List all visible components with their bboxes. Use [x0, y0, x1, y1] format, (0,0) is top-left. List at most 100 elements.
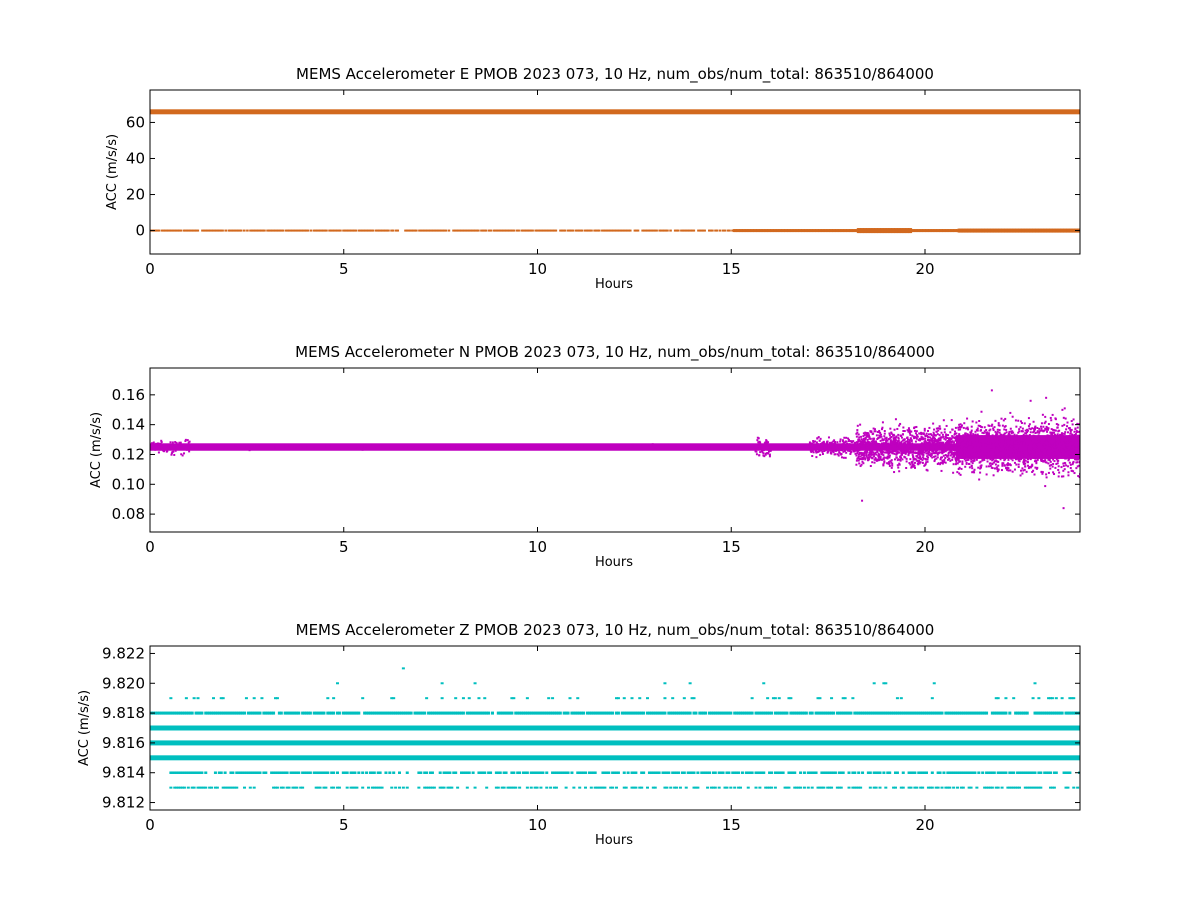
point: [262, 771, 266, 774]
point: [576, 229, 579, 232]
point: [954, 229, 958, 233]
point: [914, 448, 917, 451]
point: [198, 786, 202, 789]
point: [832, 771, 835, 774]
point: [986, 431, 989, 434]
point: [374, 786, 378, 789]
point: [332, 771, 336, 774]
point: [1050, 463, 1053, 466]
point: [214, 445, 217, 448]
point: [737, 771, 741, 774]
point: [709, 711, 713, 715]
xtick-label: 0: [145, 260, 155, 278]
point: [227, 786, 231, 789]
point: [935, 449, 938, 452]
point: [467, 711, 471, 715]
point: [887, 445, 890, 448]
point: [915, 425, 918, 428]
point: [1064, 462, 1067, 465]
point: [229, 229, 232, 232]
point: [187, 229, 190, 232]
point: [399, 711, 403, 715]
point: [233, 229, 237, 232]
point: [1002, 419, 1005, 422]
point: [1069, 455, 1072, 458]
point: [783, 711, 787, 715]
point: [998, 454, 1001, 457]
point: [874, 443, 877, 446]
point: [545, 229, 548, 232]
point: [1072, 448, 1075, 451]
point: [957, 455, 960, 458]
point: [913, 426, 916, 429]
point: [343, 229, 347, 232]
point: [837, 786, 841, 789]
point: [837, 445, 840, 448]
point: [1035, 711, 1039, 715]
point: [1005, 428, 1008, 431]
point: [1001, 424, 1004, 427]
point: [599, 786, 603, 789]
point: [809, 446, 812, 449]
point: [879, 439, 882, 442]
point: [894, 228, 897, 234]
point: [956, 471, 959, 474]
point: [852, 447, 855, 450]
point: [963, 456, 966, 459]
point: [287, 711, 291, 715]
point: [1008, 228, 1012, 233]
point: [931, 441, 934, 444]
point: [316, 771, 320, 774]
point: [853, 771, 857, 774]
point: [820, 771, 824, 774]
point: [702, 711, 706, 715]
point: [1055, 228, 1058, 233]
point: [978, 440, 981, 443]
point: [726, 446, 729, 449]
point: [632, 771, 636, 774]
point: [1074, 433, 1077, 436]
point: [649, 711, 653, 715]
point: [186, 439, 189, 442]
point: [640, 711, 644, 715]
point: [1071, 433, 1074, 436]
point: [900, 449, 903, 452]
point: [1034, 438, 1037, 441]
point: [1062, 442, 1065, 445]
point: [742, 711, 746, 715]
point: [866, 228, 869, 234]
point: [363, 229, 367, 232]
point: [347, 711, 351, 715]
point: [944, 461, 947, 464]
point: [287, 229, 291, 232]
point: [947, 454, 950, 457]
point: [421, 711, 425, 715]
point: [576, 771, 580, 774]
point: [961, 451, 964, 454]
point: [460, 229, 463, 232]
point: [455, 446, 458, 449]
point: [901, 433, 904, 436]
point: [440, 711, 444, 715]
point: [1053, 431, 1056, 434]
point: [390, 229, 393, 232]
point: [1077, 447, 1080, 450]
point: [723, 786, 727, 789]
point: [378, 771, 382, 774]
point: [653, 771, 657, 774]
point: [937, 229, 940, 233]
point: [263, 229, 266, 232]
point: [322, 786, 326, 789]
point: [167, 229, 170, 232]
point: [615, 697, 618, 700]
point: [727, 711, 731, 715]
point: [839, 771, 843, 774]
point: [212, 711, 215, 715]
point: [896, 446, 899, 449]
point: [663, 682, 667, 685]
point: [833, 229, 837, 233]
point: [803, 445, 806, 448]
point: [983, 711, 987, 715]
point: [568, 445, 571, 448]
point: [841, 697, 845, 700]
